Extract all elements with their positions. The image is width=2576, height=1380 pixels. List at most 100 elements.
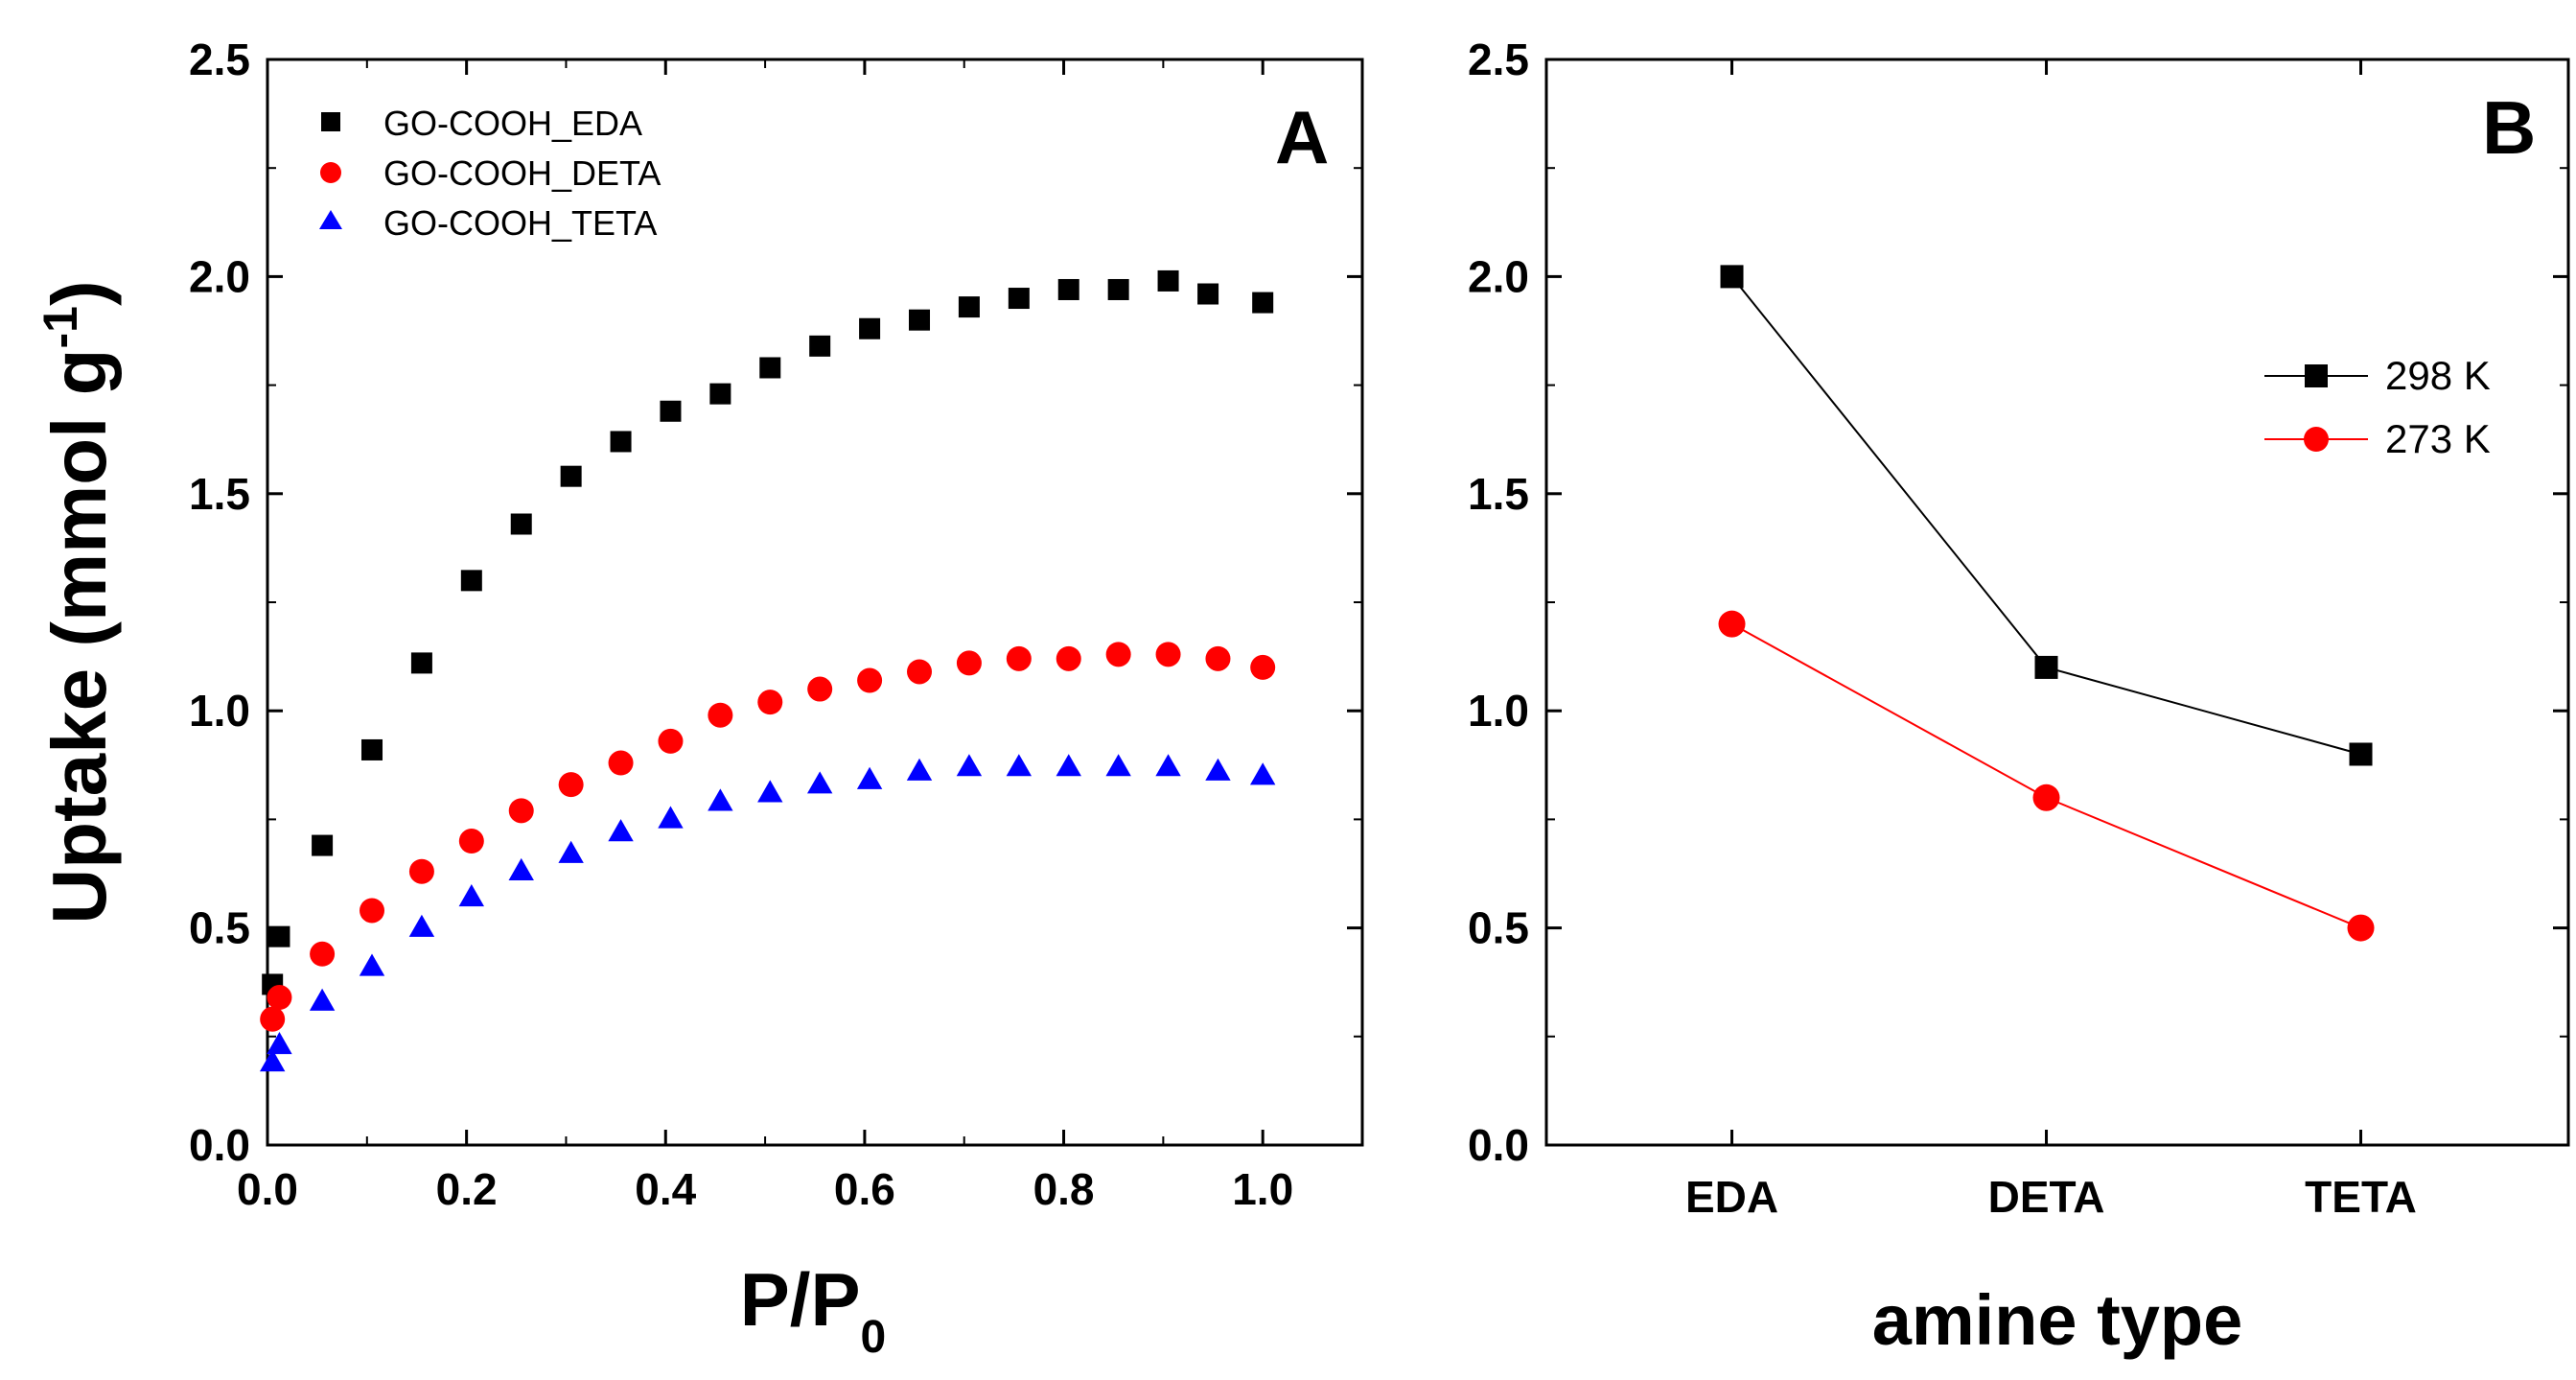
legend-label-eda: GO-COOH_EDA bbox=[383, 104, 642, 143]
data-point-go-cooh-teta bbox=[906, 758, 933, 781]
panel-a-y-tick-label: 1.0 bbox=[189, 686, 250, 736]
legend-marker-298k bbox=[2305, 364, 2328, 387]
panel-b-y-tick-label: 1.0 bbox=[1468, 686, 1529, 736]
panel-a-y-axis-title: Uptake (mmol g-1) bbox=[34, 280, 122, 924]
data-point-go-cooh-deta bbox=[310, 941, 336, 967]
data-point-go-cooh-deta bbox=[360, 898, 385, 924]
data-point-go-cooh-teta bbox=[1205, 758, 1231, 781]
data-point-go-cooh-teta bbox=[608, 819, 634, 842]
data-point-go-cooh-deta bbox=[267, 985, 292, 1011]
legend-label-teta: GO-COOH_TETA bbox=[383, 203, 657, 243]
legend-marker-teta bbox=[319, 210, 342, 229]
data-point-go-cooh-deta bbox=[1105, 642, 1131, 667]
data-point-go-cooh-eda bbox=[1057, 278, 1079, 300]
panel-b-x-axis-title: amine type bbox=[1872, 1280, 2243, 1360]
panel-b-y-ticks: 0.0 0.5 1.0 1.5 2.0 2.5 bbox=[1468, 35, 2568, 1170]
data-point-go-cooh-teta bbox=[267, 1031, 292, 1055]
data-point-go-cooh-teta bbox=[806, 771, 833, 794]
data-point-go-cooh-eda bbox=[1197, 283, 1219, 305]
panel-a-x-tick-label: 0.4 bbox=[635, 1164, 696, 1214]
data-point-go-cooh-deta bbox=[1205, 645, 1231, 671]
data-point-go-cooh-teta bbox=[856, 766, 883, 789]
panel-b-plot-frame bbox=[1544, 58, 2570, 1147]
panel-a-y-tick-label: 2.0 bbox=[189, 251, 250, 301]
data-point-go-cooh-eda bbox=[460, 570, 482, 592]
panel-b-y-tick-label: 2.5 bbox=[1468, 35, 1529, 84]
data-point-go-cooh-teta bbox=[1006, 754, 1033, 777]
data-point-go-cooh-deta bbox=[1056, 645, 1081, 671]
data-point-go-cooh-eda bbox=[1252, 292, 1274, 314]
data-point-go-cooh-deta bbox=[260, 1006, 286, 1032]
data-point-go-cooh-eda bbox=[312, 834, 334, 856]
data-point-go-cooh-deta bbox=[956, 650, 982, 676]
panel-b-x-tick-label: EDA bbox=[1685, 1172, 1778, 1222]
data-point-go-cooh-eda bbox=[909, 309, 931, 331]
legend-marker-273k bbox=[2304, 427, 2329, 452]
panel-b-label: B bbox=[2482, 85, 2536, 170]
data-point-go-cooh-deta bbox=[658, 728, 684, 754]
data-point-go-cooh-eda bbox=[361, 738, 383, 760]
data-point-273-k bbox=[2032, 784, 2060, 811]
data-point-go-cooh-teta bbox=[408, 914, 435, 937]
data-point-go-cooh-teta bbox=[757, 780, 783, 803]
data-point-go-cooh-teta bbox=[259, 1049, 286, 1072]
data-point-go-cooh-eda bbox=[859, 317, 881, 339]
data-point-go-cooh-teta bbox=[558, 840, 584, 863]
data-point-go-cooh-teta bbox=[1056, 754, 1081, 777]
panel-b: 0.0 0.5 1.0 1.5 2.0 2.5 EDA DETA TETA 298 K 273… bbox=[1468, 35, 2570, 1360]
data-point-go-cooh-deta bbox=[458, 829, 484, 854]
data-point-go-cooh-teta bbox=[309, 988, 336, 1011]
data-point-go-cooh-deta bbox=[508, 798, 534, 824]
panel-a-y-tick-label: 2.5 bbox=[189, 35, 250, 84]
data-point-298-k bbox=[2349, 742, 2373, 766]
data-point-go-cooh-deta bbox=[408, 858, 434, 884]
panel-a-data-points bbox=[259, 269, 1276, 1072]
legend-marker-deta bbox=[320, 162, 341, 183]
legend-marker-eda bbox=[321, 112, 340, 131]
legend-label-273k: 273 K bbox=[2385, 416, 2491, 461]
panel-a-x-tick-label: 1.0 bbox=[1232, 1164, 1293, 1214]
data-point-go-cooh-eda bbox=[610, 431, 632, 453]
panel-b-x-tick-label: DETA bbox=[1988, 1172, 2105, 1222]
panel-a-y-tick-label: 0.0 bbox=[189, 1120, 250, 1170]
data-point-go-cooh-teta bbox=[708, 788, 733, 811]
panel-b-y-tick-label: 0.0 bbox=[1468, 1120, 1529, 1170]
panel-a-label: A bbox=[1275, 95, 1329, 179]
legend-label-deta: GO-COOH_DETA bbox=[383, 153, 661, 193]
data-point-go-cooh-eda bbox=[510, 513, 532, 535]
panel-a-y-tick-label: 0.5 bbox=[189, 903, 250, 953]
series-line-298-k bbox=[1730, 275, 2361, 756]
data-point-go-cooh-deta bbox=[1006, 645, 1032, 671]
panel-a-y-ticks: 0.0 0.5 1.0 1.5 2.0 2.5 bbox=[189, 35, 1362, 1170]
panel-a-x-axis-title: P/P0 bbox=[740, 1257, 886, 1363]
data-point-go-cooh-eda bbox=[1107, 278, 1129, 300]
panel-a: 0.0 0.5 1.0 1.5 2.0 2.5 0.0 0.2 0.4 0.6 0.8 1.0 GO… bbox=[34, 35, 1364, 1363]
data-point-go-cooh-eda bbox=[410, 652, 432, 674]
data-point-go-cooh-teta bbox=[1155, 754, 1181, 777]
panel-b-legend: 298 K 273 K bbox=[2264, 353, 2491, 461]
data-point-go-cooh-teta bbox=[1105, 754, 1131, 777]
panel-b-x-ticks: EDA DETA TETA bbox=[1685, 59, 2417, 1222]
data-point-go-cooh-deta bbox=[807, 676, 833, 702]
data-point-go-cooh-deta bbox=[907, 659, 933, 685]
data-point-go-cooh-deta bbox=[708, 702, 733, 728]
data-point-go-cooh-eda bbox=[268, 925, 290, 947]
data-point-273-k bbox=[2347, 914, 2375, 942]
data-point-go-cooh-deta bbox=[1155, 642, 1181, 667]
data-point-go-cooh-deta bbox=[757, 690, 783, 715]
data-point-go-cooh-deta bbox=[558, 772, 584, 798]
data-point-go-cooh-eda bbox=[560, 465, 582, 487]
panel-a-x-tick-label: 0.2 bbox=[436, 1164, 498, 1214]
panel-a-x-tick-label: 0.0 bbox=[237, 1164, 298, 1214]
legend-label-298k: 298 K bbox=[2385, 353, 2491, 398]
panel-b-y-tick-label: 0.5 bbox=[1468, 903, 1529, 953]
data-point-go-cooh-teta bbox=[956, 754, 983, 777]
data-point-go-cooh-deta bbox=[608, 750, 634, 776]
data-point-298-k bbox=[1720, 265, 1744, 289]
panel-a-x-tick-label: 0.8 bbox=[1033, 1164, 1095, 1214]
data-point-go-cooh-eda bbox=[1008, 288, 1030, 310]
data-point-go-cooh-eda bbox=[759, 357, 781, 379]
panel-a-x-ticks: 0.0 0.2 0.4 0.6 0.8 1.0 bbox=[237, 59, 1363, 1214]
panel-a-y-tick-label: 1.5 bbox=[189, 469, 250, 519]
